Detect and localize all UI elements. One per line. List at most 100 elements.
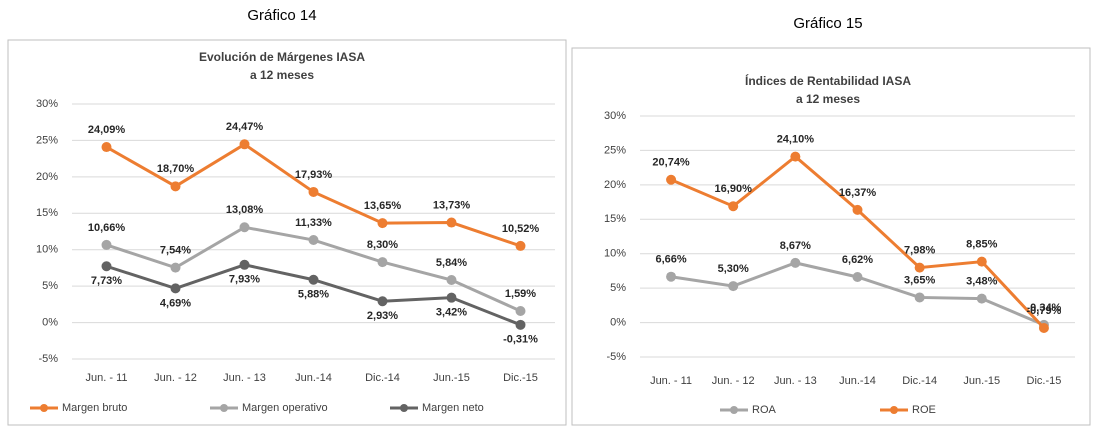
data-label: -0,34% — [1026, 302, 1061, 314]
point — [170, 262, 181, 273]
data-label: 6,62% — [842, 254, 873, 266]
point — [1038, 323, 1049, 334]
data-label: 18,70% — [157, 163, 195, 175]
point — [101, 239, 112, 250]
data-label: 13,73% — [433, 199, 471, 211]
x-tick-label: Jun.-14 — [295, 372, 332, 384]
chart-frame — [571, 47, 1091, 426]
data-label: 3,48% — [966, 276, 997, 288]
x-tick-label: Jun. - 11 — [86, 372, 128, 384]
legend-marker — [400, 404, 408, 412]
point — [914, 292, 925, 303]
legend-label: Margen operativo — [242, 402, 328, 414]
point — [239, 259, 250, 270]
data-label: 16,37% — [839, 187, 877, 199]
legend-marker — [730, 406, 738, 414]
x-tick-label: Jun.-15 — [433, 372, 470, 384]
x-tick-label: Dic.-15 — [503, 372, 538, 384]
data-label: -0,79% — [1026, 305, 1061, 317]
point — [515, 305, 526, 316]
y-tick-label: 10% — [36, 244, 58, 256]
point — [308, 186, 319, 197]
y-tick-label: 25% — [604, 144, 626, 156]
y-tick-label: 20% — [604, 179, 626, 191]
point — [914, 262, 925, 273]
x-tick-label: Dic.-14 — [902, 375, 937, 387]
data-label: 7,73% — [91, 275, 122, 287]
legend-marker — [220, 404, 228, 412]
legend-label: Margen bruto — [62, 402, 127, 414]
point — [666, 271, 677, 282]
data-label: 24,09% — [88, 124, 126, 136]
point — [515, 319, 526, 330]
data-label: 24,10% — [777, 134, 815, 146]
y-tick-label: -5% — [606, 351, 626, 363]
point — [976, 293, 987, 304]
data-label: 24,47% — [226, 121, 264, 133]
data-label: 2,93% — [367, 310, 398, 322]
data-label: 8,85% — [966, 239, 997, 251]
y-tick-label: 15% — [604, 213, 626, 225]
data-label: 4,69% — [160, 297, 191, 309]
point — [666, 174, 677, 185]
y-tick-label: 15% — [36, 207, 58, 219]
legend-marker — [40, 404, 48, 412]
y-tick-label: 30% — [604, 110, 626, 122]
data-label: 10,66% — [88, 222, 126, 234]
x-tick-label: Jun. - 12 — [154, 372, 197, 384]
point — [790, 151, 801, 162]
data-label: 5,84% — [436, 257, 467, 269]
point — [170, 181, 181, 192]
y-tick-label: 25% — [36, 134, 58, 146]
y-tick-label: 30% — [36, 98, 58, 110]
x-tick-label: Dic.-15 — [1027, 375, 1062, 387]
chart-title: Evolución de Márgenes IASA — [199, 50, 365, 64]
data-label: 11,33% — [295, 217, 332, 229]
point — [101, 142, 112, 153]
point — [377, 218, 388, 229]
point — [446, 292, 457, 303]
point — [239, 222, 250, 233]
data-label: 20,74% — [652, 157, 690, 169]
point — [308, 274, 319, 285]
point — [728, 201, 739, 212]
legend-label: ROE — [912, 404, 936, 416]
legend-label: ROA — [752, 404, 777, 416]
point — [515, 240, 526, 251]
data-label: 7,93% — [229, 274, 260, 286]
point — [446, 217, 457, 228]
chart-subtitle: a 12 meses — [250, 68, 314, 82]
x-tick-label: Jun. - 13 — [223, 372, 266, 384]
point — [308, 235, 319, 246]
data-label: 8,30% — [367, 239, 398, 251]
point — [101, 261, 112, 272]
data-label: 13,65% — [364, 200, 402, 212]
chart-header: Gráfico 14 — [247, 7, 316, 24]
data-label: 10,52% — [502, 223, 540, 235]
chart-title: Índices de Rentabilidad IASA — [745, 73, 911, 88]
data-label: 1,59% — [505, 288, 536, 300]
point — [446, 275, 457, 286]
y-tick-label: 5% — [42, 280, 58, 292]
data-label: 16,90% — [715, 183, 753, 195]
data-label: 7,98% — [904, 245, 935, 257]
y-tick-label: 20% — [36, 171, 58, 183]
y-tick-label: -5% — [38, 353, 58, 365]
point — [239, 139, 250, 150]
legend-label: Margen neto — [422, 402, 484, 414]
x-tick-label: Jun. - 13 — [774, 375, 817, 387]
legend-marker — [890, 406, 898, 414]
data-label: -0,31% — [503, 334, 538, 346]
y-tick-label: 0% — [610, 316, 626, 328]
data-label: 3,42% — [436, 307, 467, 319]
y-tick-label: 5% — [610, 282, 626, 294]
data-label: 13,08% — [226, 204, 264, 216]
point — [170, 283, 181, 294]
point — [976, 256, 987, 267]
data-label: 5,88% — [298, 289, 329, 301]
point — [728, 281, 739, 292]
data-label: 7,54% — [160, 245, 191, 257]
y-tick-label: 0% — [42, 316, 58, 328]
point — [377, 296, 388, 307]
x-tick-label: Dic.-14 — [365, 372, 400, 384]
